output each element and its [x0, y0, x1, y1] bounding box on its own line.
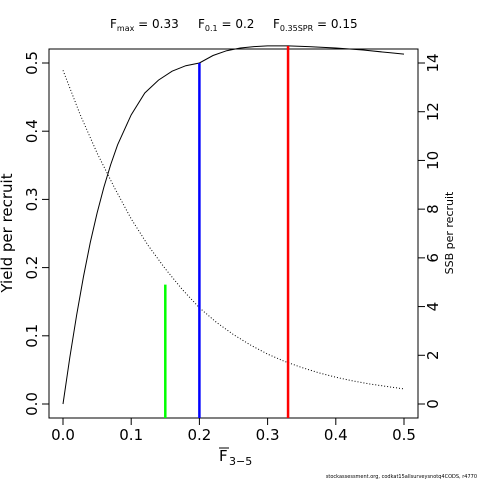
- y-left-tick-label: 0.2: [23, 256, 41, 280]
- x-tick-label: 0.0: [51, 426, 75, 444]
- y-right-tick-label: 14: [424, 53, 442, 72]
- y-axis-left-title: Yield per recruit: [0, 173, 16, 293]
- x-tick-label: 0.3: [256, 426, 280, 444]
- ssb-per-recruit-curve: [62, 70, 405, 390]
- x-tick-label: 0.5: [392, 426, 416, 444]
- y-right-tick-label: 8: [424, 204, 442, 214]
- curves: [62, 45, 405, 405]
- y-axis-right-title: SSB per recruit: [443, 191, 456, 274]
- yield-per-recruit-curve: [62, 45, 405, 405]
- ref-label-f01: F0.1 = 0.2: [198, 17, 254, 33]
- y-right-tick-label: 0: [424, 399, 442, 409]
- y-axis-left: 0.0 0.1 0.2 0.3 0.4 0.5: [23, 51, 49, 416]
- y-left-tick-label: 0.3: [23, 187, 41, 211]
- y-left-tick-label: 0.5: [23, 51, 41, 75]
- footer-text: stockassessment.org, codkat15allsurveysn…: [326, 474, 477, 480]
- x-axis-title-main: F: [219, 447, 228, 465]
- x-axis: 0.0 0.1 0.2 0.3 0.4 0.5: [51, 418, 416, 444]
- x-axis-title: F 3−5: [219, 447, 252, 468]
- x-tick-label: 0.1: [119, 426, 143, 444]
- y-right-tick-label: 12: [424, 102, 442, 121]
- reference-points-header: Fmax = 0.33 F0.1 = 0.2 F0.35SPR = 0.15: [110, 17, 358, 33]
- y-right-tick-label: 4: [424, 302, 442, 312]
- y-right-tick-label: 6: [424, 253, 442, 263]
- y-right-tick-label: 10: [424, 151, 442, 170]
- y-axis-right: 0 2 4 6 8 10 12 14: [418, 53, 442, 409]
- y-left-tick-label: 0.4: [23, 119, 41, 143]
- y-right-tick-label: 2: [424, 351, 442, 361]
- plot-frame: [48, 48, 419, 419]
- ref-label-fmax: Fmax = 0.33: [110, 17, 179, 33]
- y-left-tick-label: 0.1: [23, 324, 41, 348]
- y-left-tick-label: 0.0: [23, 392, 41, 416]
- x-tick-label: 0.4: [324, 426, 348, 444]
- x-axis-title-sub: 3−5: [229, 455, 252, 468]
- reference-lines: [164, 45, 290, 418]
- ref-label-f035spr: F0.35SPR = 0.15: [273, 17, 358, 33]
- x-tick-label: 0.2: [187, 426, 211, 444]
